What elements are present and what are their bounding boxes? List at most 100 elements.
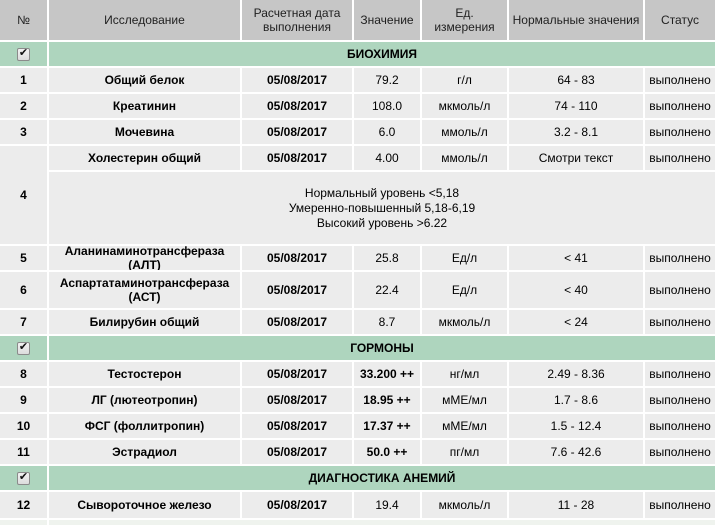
status-badge: выполнено <box>645 440 715 464</box>
test-date: 05/08/2017 <box>242 272 352 308</box>
section-anemia-checkbox-cell: ✔ <box>0 466 47 490</box>
test-value: 19.4 <box>354 492 420 518</box>
test-normal-range: < 40 <box>509 272 643 308</box>
cholesterol-comment: Нормальный уровень <5,18 Умеренно-повыше… <box>49 172 715 244</box>
test-unit: нг/мл <box>422 362 507 386</box>
test-unit: мкмоль/л <box>422 94 507 118</box>
test-name: Общий белок <box>49 68 240 92</box>
test-value: 8.7 <box>354 310 420 334</box>
test-date: 05/08/2017 <box>242 246 352 270</box>
test-normal-range: 1.7 - 8.6 <box>509 388 643 412</box>
test-name: ЛГ (лютеотропин) <box>49 388 240 412</box>
test-normal-range: < 41 <box>509 246 643 270</box>
test-unit: Ед/л <box>422 246 507 270</box>
test-date: 05/08/2017 <box>242 362 352 386</box>
status-badge: выполнено <box>645 388 715 412</box>
row-num: 10 <box>0 414 47 438</box>
test-unit: пг/мл <box>422 440 507 464</box>
row-num: 11 <box>0 440 47 464</box>
test-name: Аспартатаминотрансфераза (АСТ) <box>49 272 240 308</box>
section-title-hormones: ГОРМОНЫ <box>49 336 715 360</box>
status-badge: выполнено <box>645 362 715 386</box>
test-date: 05/08/2017 <box>242 146 352 170</box>
test-unit: ммоль/л <box>422 120 507 144</box>
row-num: 7 <box>0 310 47 334</box>
comment-line: Умеренно-повышенный 5,18-6,19 <box>288 200 476 215</box>
test-name: Сывороточное железо <box>49 492 240 518</box>
test-normal-range: 11 - 28 <box>509 492 643 518</box>
test-value: 79.2 <box>354 68 420 92</box>
status-badge: выполнено <box>645 120 715 144</box>
test-value-flagged: 33.200 ++ <box>354 362 420 386</box>
status-badge: выполнено <box>645 94 715 118</box>
section-hormones-checkbox-cell: ✔ <box>0 336 47 360</box>
check-icon: ✔ <box>18 341 29 353</box>
check-icon: ✔ <box>18 47 29 59</box>
row-num: 5 <box>0 246 47 270</box>
row-num: 6 <box>0 272 47 308</box>
row-num: 4 <box>0 146 47 244</box>
row-num: 8 <box>0 362 47 386</box>
test-unit: Ед/л <box>422 272 507 308</box>
checkbox-checked-icon[interactable]: ✔ <box>17 341 30 355</box>
test-normal-range: 74 - 110 <box>509 94 643 118</box>
row-num: 2 <box>0 94 47 118</box>
test-value: 22.4 <box>354 272 420 308</box>
test-unit: ммоль/л <box>422 146 507 170</box>
test-normal-range: < 24 <box>509 310 643 334</box>
test-date: 05/08/2017 <box>242 310 352 334</box>
checkbox-checked-icon[interactable]: ✔ <box>17 47 30 61</box>
test-date: 05/08/2017 <box>242 414 352 438</box>
status-badge: выполнено <box>645 246 715 270</box>
test-value: 4.00 <box>354 146 420 170</box>
test-name: Мочевина <box>49 120 240 144</box>
col-header-num: № <box>0 0 47 40</box>
test-normal-range: 7.6 - 42.6 <box>509 440 643 464</box>
col-header-unit: Ед. измерения <box>422 0 507 40</box>
test-unit: г/л <box>422 68 507 92</box>
test-normal-range: 3.2 - 8.1 <box>509 120 643 144</box>
test-date: 05/08/2017 <box>242 68 352 92</box>
test-value-flagged: 18.95 ++ <box>354 388 420 412</box>
comment-line: Высокий уровень >6.22 <box>316 215 448 230</box>
test-unit: мкмоль/л <box>422 492 507 518</box>
section-title-anemia: ДИАГНОСТИКА АНЕМИЙ <box>49 466 715 490</box>
test-name: Эстрадиол <box>49 440 240 464</box>
row-num: 1 <box>0 68 47 92</box>
status-badge: выполнено <box>645 68 715 92</box>
test-name: Тестостерон <box>49 362 240 386</box>
row-num: 12 <box>0 492 47 518</box>
checkbox-checked-icon[interactable]: ✔ <box>17 471 30 485</box>
section-biochem-checkbox-cell: ✔ <box>0 42 47 66</box>
test-name: Креатинин <box>49 94 240 118</box>
test-normal-range: 64 - 83 <box>509 68 643 92</box>
col-header-status: Статус <box>645 0 715 40</box>
test-unit: мМЕ/мл <box>422 414 507 438</box>
test-date: 05/08/2017 <box>242 94 352 118</box>
status-badge: выполнено <box>645 272 715 308</box>
clipped-next-row-num-cell <box>0 520 47 525</box>
status-badge: выполнено <box>645 414 715 438</box>
test-name: Билирубин общий <box>49 310 240 334</box>
status-badge: выполнено <box>645 146 715 170</box>
test-name: ФСГ (фоллитропин) <box>49 414 240 438</box>
test-normal-range: 2.49 - 8.36 <box>509 362 643 386</box>
test-value-flagged: 50.0 ++ <box>354 440 420 464</box>
col-header-value: Значение <box>354 0 420 40</box>
test-date: 05/08/2017 <box>242 492 352 518</box>
status-badge: выполнено <box>645 492 715 518</box>
col-header-date: Расчетная дата выполнения <box>242 0 352 40</box>
clipped-next-row <box>49 520 715 525</box>
test-unit: мМЕ/мл <box>422 388 507 412</box>
comment-line: Нормальный уровень <5,18 <box>304 185 460 200</box>
row-num: 3 <box>0 120 47 144</box>
test-normal-range: 1.5 - 12.4 <box>509 414 643 438</box>
test-date: 05/08/2017 <box>242 440 352 464</box>
test-date: 05/08/2017 <box>242 120 352 144</box>
col-header-normal: Нормальные значения <box>509 0 643 40</box>
col-header-test: Исследование <box>49 0 240 40</box>
test-normal-range: Смотри текст <box>509 146 643 170</box>
status-badge: выполнено <box>645 310 715 334</box>
test-name: Аланинаминотрансфераза (АЛТ) <box>49 246 240 270</box>
